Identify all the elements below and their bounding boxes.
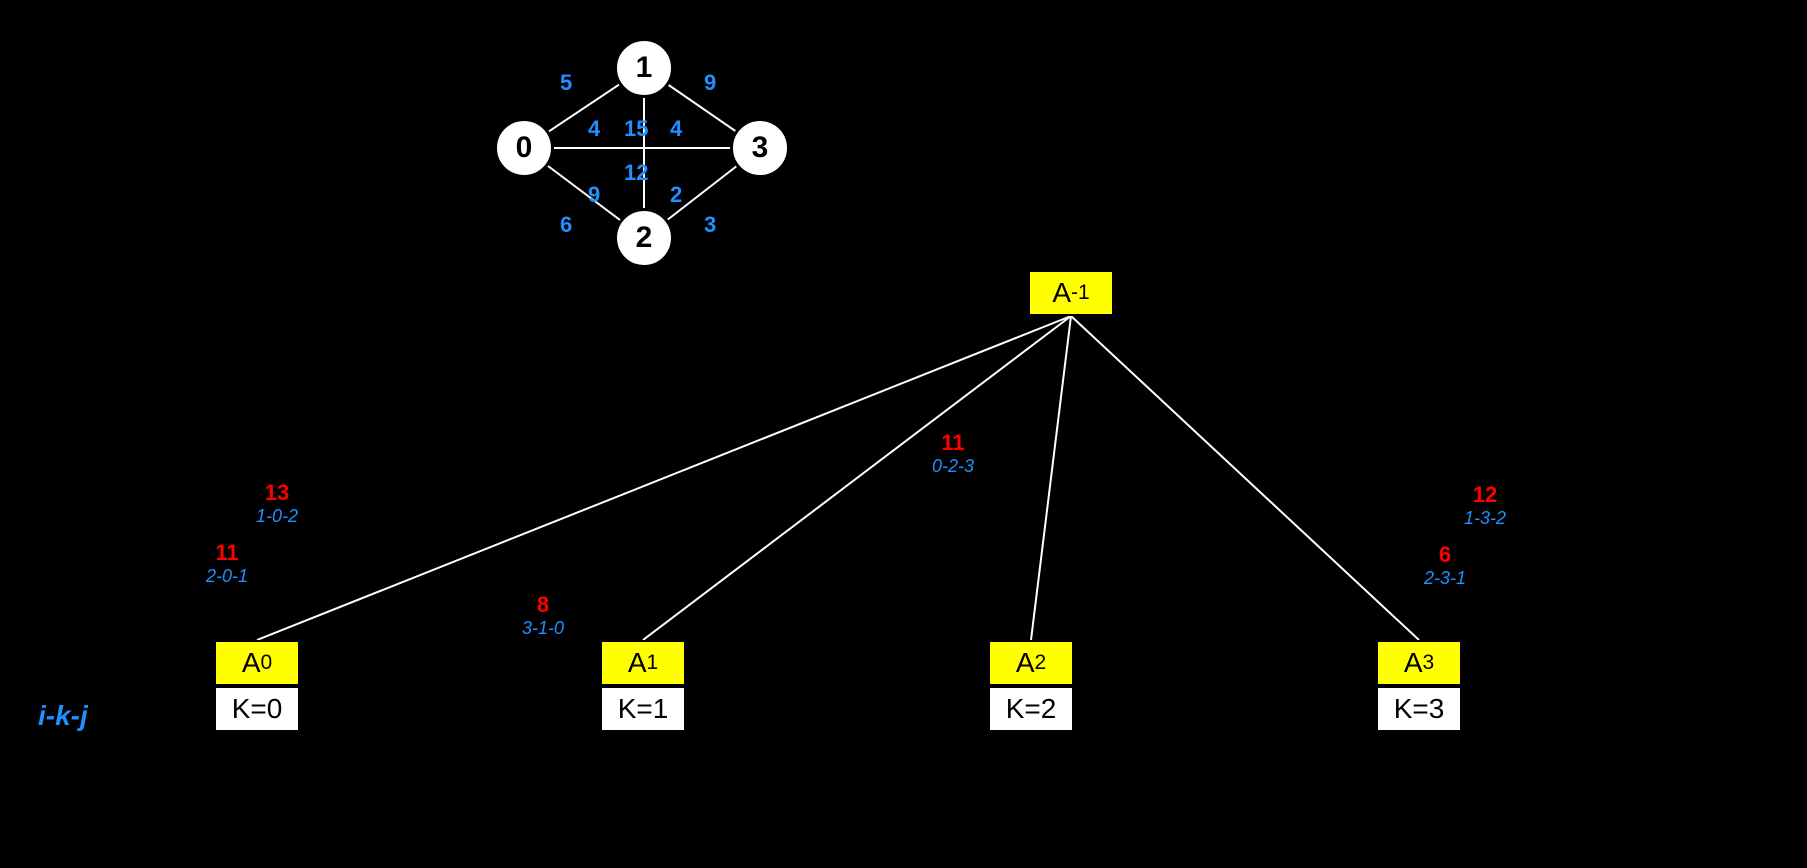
annotation: 62-3-1 xyxy=(1424,542,1466,589)
graph-node-0: 0 xyxy=(494,118,554,178)
root-a-cell: A-1 xyxy=(1028,270,1114,316)
edge-weight: 12 xyxy=(624,160,648,186)
leaf-a-cell-0: A0 xyxy=(214,640,300,686)
graph-node-1: 1 xyxy=(614,38,674,98)
edge-weight: 5 xyxy=(560,70,572,96)
leaf-table-2: A2K=2 xyxy=(988,640,1074,732)
annotation: 83-1-0 xyxy=(522,592,564,639)
edge-weight: 6 xyxy=(560,212,572,238)
edge-weight: 9 xyxy=(704,70,716,96)
annotation-value: 6 xyxy=(1424,542,1466,568)
annotation-value: 13 xyxy=(256,480,298,506)
leaf-k-cell-0: K=0 xyxy=(214,686,300,732)
edge-weight: 15 xyxy=(624,116,648,142)
leaf-a-cell-2: A2 xyxy=(988,640,1074,686)
leaf-k-cell-2: K=2 xyxy=(988,686,1074,732)
annotation: 121-3-2 xyxy=(1464,482,1506,529)
leaf-table-0: A0K=0 xyxy=(214,640,300,732)
annotation-value: 8 xyxy=(522,592,564,618)
annotation-path: 1-3-2 xyxy=(1464,508,1506,529)
annotation-path: 0-2-3 xyxy=(932,456,974,477)
annotation-path: 1-0-2 xyxy=(256,506,298,527)
leaf-table-1: A1K=1 xyxy=(600,640,686,732)
annotation-path: 2-3-1 xyxy=(1424,568,1466,589)
edge-weight: 4 xyxy=(588,116,600,142)
leaf-a-cell-1: A1 xyxy=(600,640,686,686)
edge-weight: 9 xyxy=(588,182,600,208)
diagram-canvas: 0123594154129263A-1A0K=0131-0-2112-0-1A1… xyxy=(0,0,1807,868)
annotation-value: 12 xyxy=(1464,482,1506,508)
legend-ikj: i-k-j xyxy=(38,700,88,732)
edge-weight: 3 xyxy=(704,212,716,238)
annotation-value: 11 xyxy=(932,430,974,456)
annotation: 110-2-3 xyxy=(932,430,974,477)
root-table: A-1 xyxy=(1028,270,1114,316)
annotation-value: 11 xyxy=(206,540,248,566)
graph-node-2: 2 xyxy=(614,208,674,268)
annotation: 131-0-2 xyxy=(256,480,298,527)
annotation: 112-0-1 xyxy=(206,540,248,587)
edge-weight: 4 xyxy=(670,116,682,142)
leaf-k-cell-3: K=3 xyxy=(1376,686,1462,732)
graph-node-3: 3 xyxy=(730,118,790,178)
annotation-path: 3-1-0 xyxy=(522,618,564,639)
leaf-a-cell-3: A3 xyxy=(1376,640,1462,686)
annotation-path: 2-0-1 xyxy=(206,566,248,587)
leaf-table-3: A3K=3 xyxy=(1376,640,1462,732)
leaf-k-cell-1: K=1 xyxy=(600,686,686,732)
edge-weight: 2 xyxy=(670,182,682,208)
